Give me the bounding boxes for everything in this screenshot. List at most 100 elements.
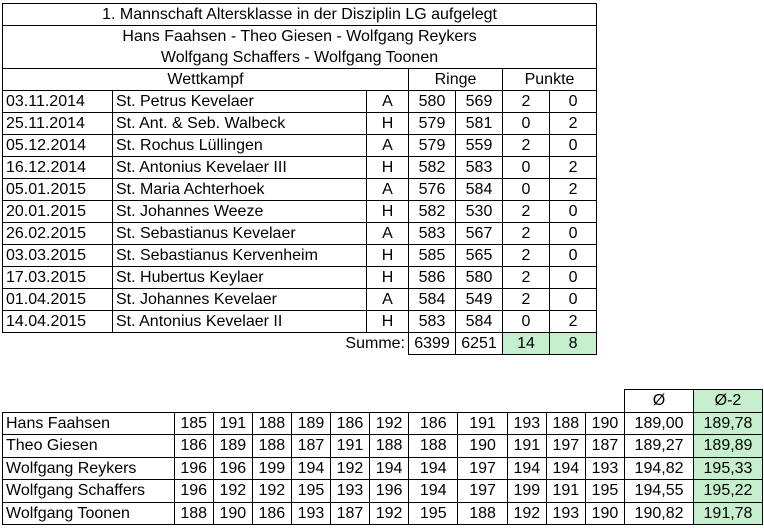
match-date: 01.04.2015 (2, 288, 113, 311)
shooter-score: 186 (251, 501, 292, 525)
shooter-score: 194 (408, 456, 459, 480)
table-title: 1. Mannschaft Altersklasse in der Diszip… (1, 3, 598, 26)
shooter-score: 194 (290, 456, 331, 480)
shooter-score: 192 (506, 501, 547, 525)
shooter-average: 190,82 (624, 501, 694, 525)
match-punkte-own: 2 (502, 266, 550, 289)
match-row: 26.02.2015 St. Sebastianus Kevelaer A 583 56… (2, 222, 598, 245)
match-punkte-own: 2 (502, 222, 550, 245)
shooter-average: 194,82 (624, 456, 694, 480)
match-punkte-own: 0 (502, 310, 550, 333)
shooter-score: 188 (173, 501, 214, 525)
shooter-average-minus-two: 195,33 (692, 456, 764, 480)
match-ringe-own: 584 (408, 288, 456, 311)
match-punkte-own: 2 (502, 200, 550, 223)
match-ringe-own: 583 (408, 222, 456, 245)
match-ringe-own: 582 (408, 200, 456, 223)
match-home-away: A (366, 134, 409, 157)
match-ringe-own: 580 (408, 90, 456, 113)
shooter-score: 186 (173, 434, 214, 458)
match-ringe-own: 586 (408, 266, 456, 289)
match-punkte-own: 0 (502, 112, 550, 135)
wettkampf-header: Wettkampf (2, 68, 409, 91)
shooter-score: 192 (251, 479, 292, 503)
match-date: 05.12.2014 (2, 134, 113, 157)
match-home-away: H (366, 266, 409, 289)
shooter-row: Wolfgang Reykers 196 196 199 194 192 194 194 197… (2, 456, 764, 480)
match-opponent: St. Johannes Kevelaer (112, 288, 367, 311)
match-punkte-own: 2 (502, 134, 550, 157)
shooter-score: 196 (369, 479, 410, 503)
shooter-score: 193 (290, 501, 331, 525)
match-punkte-opponent: 0 (548, 222, 598, 245)
shooter-score: 188 (545, 411, 586, 435)
match-ringe-opponent: 584 (455, 310, 503, 333)
shooter-score: 192 (329, 456, 371, 480)
match-punkte-own: 2 (502, 90, 550, 113)
shooter-average: 189,00 (624, 411, 694, 435)
match-row: 03.03.2015 St. Sebastianus Kervenheim H 585… (2, 244, 598, 267)
shooter-score: 187 (329, 501, 371, 525)
match-ringe-opponent: 549 (455, 288, 503, 311)
shooter-score: 194 (506, 456, 547, 480)
shooter-score: 190 (457, 434, 508, 458)
match-home-away: H (366, 112, 409, 135)
match-ringe-opponent: 581 (455, 112, 503, 135)
shooter-score: 188 (457, 501, 508, 525)
shooter-score: 192 (369, 411, 410, 435)
shooter-score: 188 (251, 411, 292, 435)
punkte-header: Punkte (501, 68, 598, 91)
shooter-average-minus-two: 189,78 (692, 411, 764, 435)
match-punkte-opponent: 2 (548, 156, 598, 179)
shooter-row: Wolfgang Schaffers 196 192 192 195 193 196 194 1… (2, 479, 764, 503)
match-punkte-opponent: 0 (548, 200, 598, 223)
shooter-score: 188 (251, 434, 292, 458)
shooter-score: 188 (369, 434, 410, 458)
match-ringe-opponent: 530 (455, 200, 503, 223)
shooter-score: 196 (173, 456, 214, 480)
match-home-away: A (366, 178, 409, 201)
summe-ringe-own: 6399 (408, 332, 456, 355)
match-opponent: St. Antonius Kevelaer II (112, 310, 367, 333)
average-minus-two-header: Ø-2 (692, 389, 764, 413)
match-punkte-opponent: 0 (548, 288, 598, 311)
shooter-score: 195 (290, 479, 331, 503)
shooter-row: Wolfgang Toonen 188 190 186 193 187 192 195 188 1… (2, 501, 764, 525)
members-line-1: Hans Faahsen - Theo Giesen - Wolfgang Re… (1, 25, 598, 47)
match-opponent: St. Sebastianus Kevelaer (112, 222, 367, 245)
shooter-score: 193 (545, 501, 586, 525)
match-punkte-own: 0 (502, 156, 550, 179)
shooter-scores-table: Ø Ø-2 Hans Faahsen 185 191 188 189 186 192 186 1… (2, 389, 764, 525)
shooter-score: 191 (212, 411, 253, 435)
shooter-average: 189,27 (624, 434, 694, 458)
match-row: 16.12.2014 St. Antonius Kevelaer III H 582 5… (2, 156, 598, 179)
match-opponent: St. Ant. & Seb. Walbeck (112, 112, 367, 135)
summe-punkte-opponent: 8 (548, 332, 598, 355)
shooter-score: 199 (506, 479, 547, 503)
shooter-score: 196 (173, 479, 214, 503)
match-ringe-own: 579 (408, 112, 456, 135)
match-punkte-opponent: 0 (548, 134, 598, 157)
shooter-score: 195 (584, 479, 626, 503)
shooter-score: 190 (212, 501, 253, 525)
shooter-score: 199 (251, 456, 292, 480)
shooter-score: 192 (369, 501, 410, 525)
match-date: 20.01.2015 (2, 200, 113, 223)
match-row: 05.12.2014 St. Rochus Lüllingen A 579 559 2 0 (2, 134, 598, 157)
shooter-score: 197 (457, 456, 508, 480)
match-date: 14.04.2015 (2, 310, 113, 333)
shooter-score: 189 (290, 411, 331, 435)
match-punkte-opponent: 2 (548, 310, 598, 333)
shooter-score: 197 (457, 479, 508, 503)
match-row: 01.04.2015 St. Johannes Kevelaer A 584 549 2 0 (2, 288, 598, 311)
match-punkte-own: 2 (502, 288, 550, 311)
match-row: 17.03.2015 St. Hubertus Keylaer H 586 580 2 0 (2, 266, 598, 289)
shooter-score: 193 (506, 411, 547, 435)
shooter-score: 194 (408, 479, 459, 503)
shooter-score: 191 (329, 434, 371, 458)
match-date: 05.01.2015 (2, 178, 113, 201)
team-results-table: 1. Mannschaft Altersklasse in der Diszip… (1, 3, 598, 355)
match-punkte-opponent: 0 (548, 266, 598, 289)
match-date: 03.11.2014 (2, 90, 113, 113)
match-home-away: H (366, 156, 409, 179)
